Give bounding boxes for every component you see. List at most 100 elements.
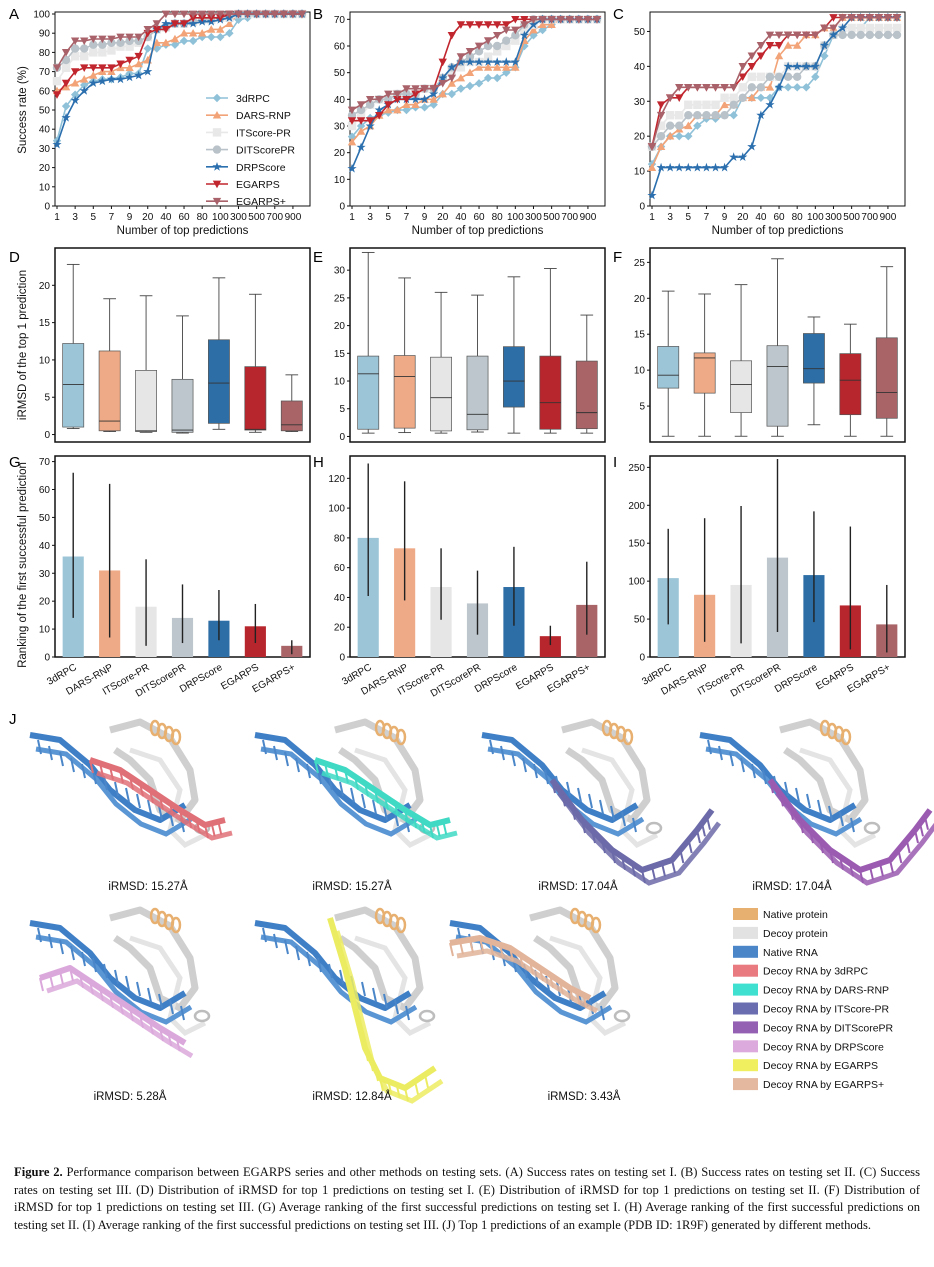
- native-rna-base: [600, 1005, 605, 1021]
- native-rna-base: [103, 963, 108, 979]
- data-point: [134, 33, 143, 42]
- x-tick-label: 7: [704, 212, 710, 223]
- protein-coil: [645, 821, 663, 835]
- decoy-rna-base: [849, 863, 854, 877]
- y-tick-label: 60: [334, 563, 346, 574]
- data-point: [61, 55, 71, 65]
- data-point: [865, 14, 874, 22]
- data-point: [802, 83, 811, 92]
- data-point: [80, 80, 89, 90]
- legend-label: ITScore-PR: [236, 127, 291, 139]
- data-point: [892, 23, 902, 33]
- data-point: [802, 31, 811, 40]
- data-point: [125, 63, 134, 72]
- x-tick-label: 300: [825, 212, 842, 223]
- decoy-rna-base: [569, 987, 574, 1002]
- native-protein-helix-turn: [622, 728, 634, 746]
- native-rna-base: [361, 793, 366, 809]
- data-point: [811, 72, 820, 82]
- native-rna-base: [81, 763, 86, 779]
- data-point: [188, 10, 198, 19]
- decoy-rna-base: [344, 967, 349, 982]
- box-chart-f: 5 10 15 20 25: [634, 247, 906, 443]
- data-point: [720, 93, 729, 102]
- box-iqr: [98, 350, 121, 432]
- series-line: [651, 16, 897, 147]
- y-tick-label: 0: [639, 653, 645, 664]
- bar: [430, 587, 452, 657]
- series-egarps-: [647, 14, 902, 151]
- data-point: [207, 14, 216, 23]
- data-point: [492, 47, 502, 56]
- legend-marker: [212, 161, 222, 171]
- series-line: [651, 16, 897, 165]
- data-point: [124, 72, 135, 82]
- data-point: [456, 63, 466, 72]
- native-rna-base: [394, 999, 399, 1015]
- data-point: [783, 41, 793, 49]
- data-point: [179, 29, 189, 37]
- data-point: [411, 90, 420, 99]
- data-point: [429, 89, 439, 98]
- decoy-rna-base: [549, 974, 554, 988]
- panel-label-a: A: [9, 6, 19, 23]
- data-point: [729, 100, 738, 109]
- y-tick-label: 100: [33, 10, 50, 21]
- legend-swatch: [733, 1059, 758, 1072]
- native-rna-base: [372, 799, 377, 815]
- data-point: [80, 52, 89, 61]
- box-dars-rnp: [393, 277, 416, 434]
- data-point: [719, 162, 730, 172]
- data-point: [747, 52, 757, 61]
- legend-marker: [212, 93, 222, 103]
- x-tick-label: 100: [212, 212, 229, 223]
- decoy-rna-base: [210, 823, 216, 837]
- data-point: [556, 15, 565, 24]
- x-tick-label: 1: [349, 212, 355, 223]
- series-drpscore: [347, 14, 602, 173]
- y-tick-label: 70: [334, 15, 346, 26]
- y-tick-label: 250: [628, 463, 645, 474]
- decoy-rna-base: [591, 829, 596, 844]
- data-point: [375, 95, 384, 104]
- box-chart-d: 0 5 10 15 20: [39, 247, 311, 443]
- decoy-rna-base: [404, 809, 409, 824]
- data-point: [216, 25, 225, 33]
- native-rna-base: [784, 781, 789, 797]
- data-point: [447, 79, 457, 87]
- data-point: [447, 89, 457, 99]
- data-point: [438, 73, 448, 82]
- data-point: [384, 90, 393, 99]
- data-point: [738, 73, 747, 82]
- plot-frame: [349, 247, 606, 443]
- data-point: [483, 52, 493, 61]
- legend-marker: [212, 128, 222, 137]
- native-rna-base: [306, 951, 311, 967]
- data-point: [492, 57, 502, 66]
- decoy-rna-base: [679, 849, 685, 864]
- irmsd-caption: iRMSD: 17.04Å: [752, 880, 832, 893]
- y-tick-label: 10: [634, 167, 646, 178]
- data-point: [179, 36, 189, 46]
- native-rna-base: [37, 739, 42, 755]
- data-point: [529, 25, 538, 34]
- native-rna-base: [806, 793, 811, 809]
- molecule-rendering-5: iRMSD: 5.28Å: [29, 906, 211, 1103]
- legend-label: 3dRPC: [236, 93, 270, 105]
- data-point: [393, 105, 402, 114]
- y-tick-label: 10: [334, 377, 346, 388]
- native-protein-helix-turn: [170, 728, 182, 746]
- data-point: [656, 121, 666, 130]
- box-ditscorepr: [766, 258, 789, 437]
- data-point: [502, 26, 511, 35]
- data-point: [829, 24, 838, 33]
- decoy-rna-base: [119, 1001, 124, 1015]
- native-protein-helix-turn: [170, 916, 182, 934]
- x-tick-label: 80: [792, 212, 804, 223]
- decoy-rna-strand-2: [557, 791, 721, 886]
- data-point: [356, 117, 366, 125]
- data-point: [675, 111, 684, 120]
- data-point: [225, 19, 234, 27]
- data-point: [410, 94, 421, 104]
- data-point: [693, 83, 702, 92]
